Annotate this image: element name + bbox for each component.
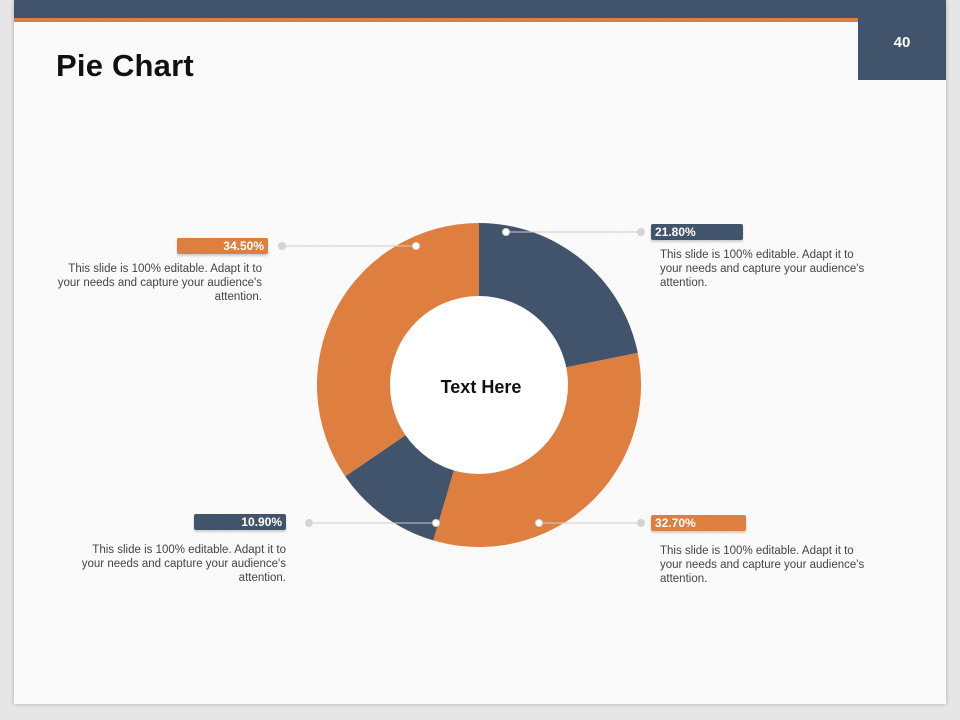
description-slice-4: This slide is 100% editable. Adapt it to… [57,263,262,303]
page-number-box: 40 [858,0,946,80]
value-label-slice-1: 21.80% [651,224,743,240]
connector-lines [278,228,645,527]
slide-title: Pie Chart [56,48,194,83]
donut-hole [390,296,568,474]
header-accent-stripe [14,18,858,22]
value-label-slice-2: 32.70% [651,515,746,531]
connector-dot-outer-2 [637,519,645,527]
description-slice-2: This slide is 100% editable. Adapt it to… [660,545,865,585]
connector-dot-outer-4 [278,242,286,250]
connector-dot-inner-1 [502,228,510,236]
connector-dot-outer-1 [637,228,645,236]
description-slice-3: This slide is 100% editable. Adapt it to… [81,544,286,584]
header-bar [14,0,858,18]
page-number: 40 [893,34,911,51]
description-slice-1: This slide is 100% editable. Adapt it to… [660,249,865,289]
value-label-slice-3: 10.90% [194,514,286,530]
value-label-slice-4: 34.50% [177,238,268,254]
connector-dot-inner-2 [535,519,543,527]
connector-dot-inner-3 [432,519,440,527]
connector-dot-outer-3 [305,519,313,527]
center-label: Text Here [441,377,522,397]
connector-dot-inner-4 [412,242,420,250]
